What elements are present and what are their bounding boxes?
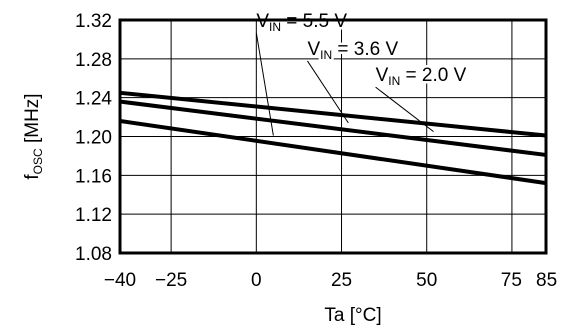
plot-frame <box>118 18 548 255</box>
annotation-leader-3 <box>375 86 434 133</box>
y-tick-label: 1.08 <box>75 244 112 265</box>
x-tick-label: 0 <box>251 270 262 291</box>
series-label-1: VIN = 5.5 V <box>256 11 347 34</box>
series-label-2: VIN = 3.6 V <box>307 39 398 62</box>
y-tick-label: 1.20 <box>75 128 112 149</box>
x-tick-label: 85 <box>536 270 557 291</box>
grid <box>119 20 547 253</box>
y-tick-labels: 1.08 1.12 1.16 1.20 1.24 1.28 1.32 <box>75 11 112 265</box>
x-tick-label: 50 <box>416 270 437 291</box>
y-tick-label: 1.16 <box>75 166 112 187</box>
x-tick-labels: −40 −25 0 25 50 75 85 <box>104 270 557 291</box>
annotation-leader-2 <box>307 60 349 124</box>
series-label-3: VIN = 2.0 V <box>376 65 467 88</box>
x-tick-label: 25 <box>331 270 352 291</box>
x-tick-label: 75 <box>501 270 522 291</box>
series-line-1 <box>119 90 547 138</box>
x-tick-label: −40 <box>104 270 136 291</box>
series-lines <box>119 90 547 186</box>
series-line-3 <box>119 118 547 186</box>
y-tick-label: 1.24 <box>75 89 112 110</box>
y-axis-title: fOSC [MHz] <box>22 93 45 179</box>
x-axis-title: Ta [°C] <box>324 305 381 326</box>
annotation-leader-1 <box>255 32 274 136</box>
x-tick-label: −25 <box>155 270 187 291</box>
y-tick-label: 1.28 <box>75 50 112 71</box>
y-tick-label: 1.12 <box>75 205 112 226</box>
series-line-2 <box>119 99 547 157</box>
y-tick-label: 1.32 <box>75 11 112 32</box>
